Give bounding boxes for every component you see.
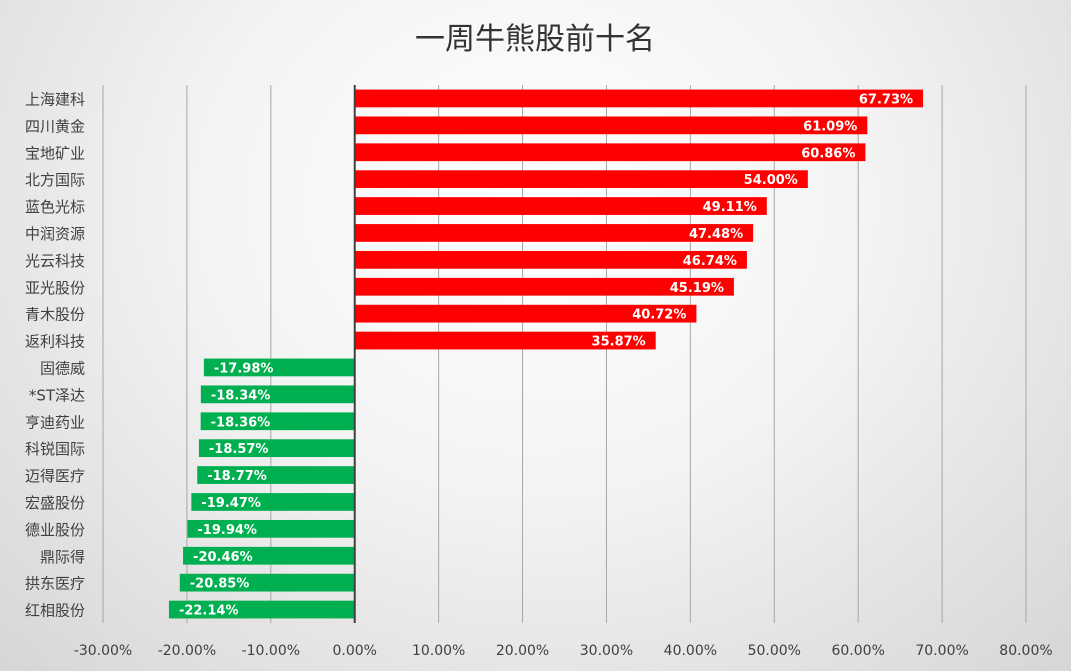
bar	[179, 573, 355, 592]
bar	[354, 331, 656, 350]
bar	[354, 143, 866, 162]
category-label: 拱东医疗	[25, 575, 85, 593]
category-label: 迈得医疗	[25, 467, 85, 485]
data-label: 60.86%	[801, 146, 855, 161]
x-tick-label: -20.00%	[158, 643, 216, 659]
category-label: 固德威	[40, 359, 85, 377]
x-tick-label: 50.00%	[748, 643, 801, 659]
data-label: -19.94%	[197, 523, 257, 538]
bar	[203, 358, 355, 377]
x-tick-label: 70.00%	[915, 643, 968, 659]
data-label: 45.19%	[670, 281, 724, 296]
x-tick-label: 40.00%	[664, 643, 717, 659]
bar	[183, 546, 355, 565]
category-label: 德业股份	[25, 521, 85, 539]
data-label: -20.85%	[190, 577, 250, 592]
bar	[354, 197, 767, 215]
data-label: 35.87%	[592, 335, 646, 350]
x-tick-label: 20.00%	[496, 643, 549, 659]
data-label: 46.74%	[683, 254, 737, 269]
data-label: 61.09%	[803, 119, 857, 134]
data-label: -18.57%	[209, 442, 269, 457]
category-label: *ST泽达	[29, 386, 85, 404]
category-label: 北方国际	[25, 171, 85, 189]
category-label: 上海建科	[25, 90, 85, 108]
bar	[191, 493, 355, 511]
category-label: 红相股份	[25, 602, 85, 620]
bar	[354, 277, 734, 296]
category-label: 返利科技	[25, 333, 85, 351]
bar	[354, 116, 868, 135]
x-tick-label: 60.00%	[831, 643, 884, 659]
chart-title: 一周牛熊股前十名	[415, 22, 655, 57]
category-label: 四川黄金	[25, 117, 85, 135]
category-label: 蓝色光标	[25, 198, 85, 216]
bar	[187, 519, 355, 538]
data-label: -19.47%	[201, 496, 261, 511]
bar	[168, 600, 355, 619]
x-tick-label: 10.00%	[412, 643, 465, 659]
category-label: 宏盛股份	[25, 494, 85, 512]
bar	[200, 385, 355, 404]
data-label: -18.77%	[207, 469, 267, 484]
category-label: 亨迪药业	[25, 413, 85, 431]
bar	[200, 412, 355, 431]
bar	[354, 304, 697, 323]
category-label: 中润资源	[25, 225, 85, 243]
data-label: 54.00%	[744, 173, 798, 188]
x-tick-label: 30.00%	[580, 643, 633, 659]
bar	[354, 89, 924, 108]
bar	[354, 250, 747, 269]
category-label: 宝地矿业	[25, 144, 85, 162]
data-label: -17.98%	[214, 361, 274, 376]
category-label: 鼎际得	[40, 548, 85, 566]
category-label: 科锐国际	[25, 440, 85, 458]
x-tick-label: -30.00%	[74, 643, 132, 659]
category-label: 青木股份	[25, 306, 85, 324]
data-label: 67.73%	[859, 92, 913, 107]
bar	[198, 439, 355, 458]
data-label: 47.48%	[689, 227, 743, 242]
x-tick-label: 80.00%	[999, 643, 1052, 659]
x-tick-label: 0.00%	[332, 643, 376, 659]
category-label: 光云科技	[25, 252, 85, 270]
data-label: -22.14%	[179, 604, 239, 619]
bar	[197, 466, 355, 484]
bar	[354, 224, 754, 242]
bar	[354, 170, 808, 189]
x-tick-label: -10.00%	[242, 643, 300, 659]
data-label: -18.34%	[211, 388, 271, 403]
data-label: 40.72%	[632, 308, 686, 323]
data-label: -20.46%	[193, 550, 253, 565]
category-label: 亚光股份	[25, 279, 85, 297]
data-label: 49.11%	[703, 200, 757, 215]
data-label: -18.36%	[211, 415, 271, 430]
